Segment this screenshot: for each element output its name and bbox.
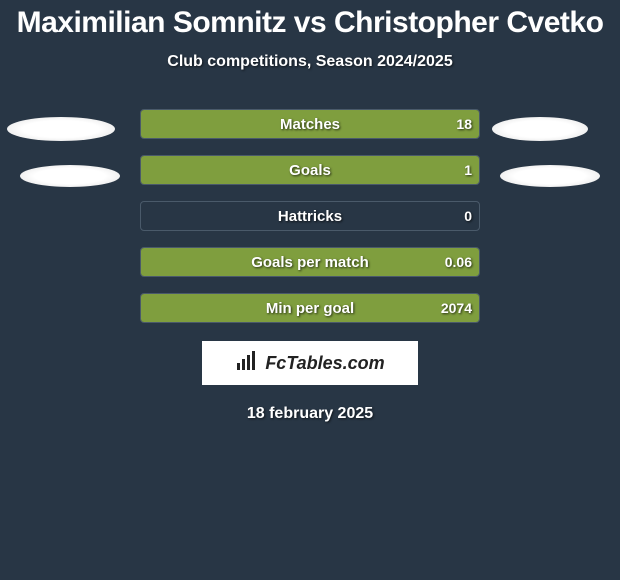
stat-row: Matches18 (0, 109, 620, 139)
bar-fill-right (141, 248, 479, 276)
stat-rows: Matches18 Goals1 Hattricks0 Goals per match… (0, 109, 620, 323)
stat-row: Min per goal2074 (0, 293, 620, 323)
logo-text: FcTables.com (265, 353, 384, 374)
date-text: 18 february 2025 (0, 405, 620, 423)
page-title: Maximilian Somnitz vs Christopher Cvetko (0, 0, 620, 39)
stat-row: Hattricks0 (0, 201, 620, 231)
player-shadow-left (7, 117, 115, 141)
bar-fill-right (141, 110, 479, 138)
player-shadow-right (500, 165, 600, 187)
player-shadow-left (20, 165, 120, 187)
bar-track (140, 247, 480, 277)
bar-track (140, 201, 480, 231)
comparison-infographic: Maximilian Somnitz vs Christopher Cvetko… (0, 0, 620, 580)
player-shadow-right (492, 117, 588, 141)
bar-track (140, 293, 480, 323)
bar-track (140, 109, 480, 139)
bar-track (140, 155, 480, 185)
stat-row: Goals per match0.06 (0, 247, 620, 277)
bar-fill-right (141, 156, 479, 184)
source-logo: FcTables.com (202, 341, 418, 385)
bar-fill-right (141, 294, 479, 322)
subtitle: Club competitions, Season 2024/2025 (0, 53, 620, 71)
chart-icon (235, 349, 259, 378)
stat-row: Goals1 (0, 155, 620, 185)
